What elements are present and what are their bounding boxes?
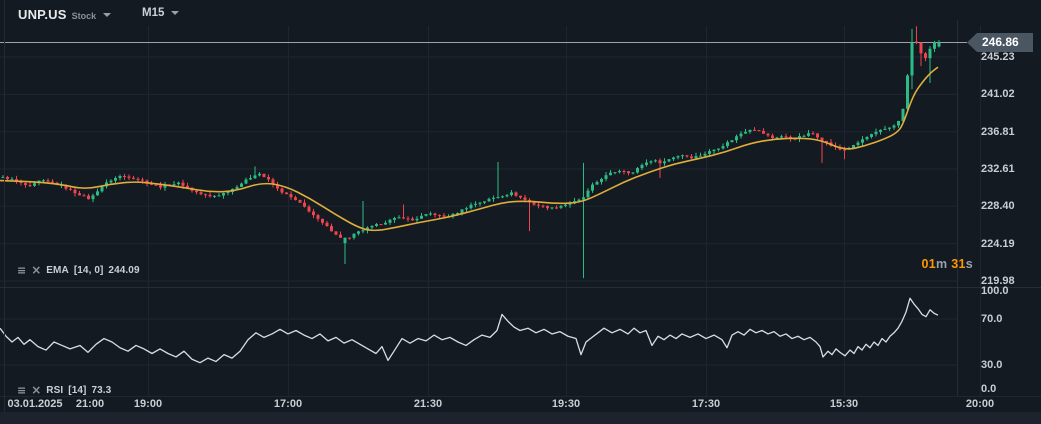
current-price-tag: 246.86 [967, 33, 1033, 52]
rsi-axis-label: 100.0 [981, 285, 1009, 297]
price-axis-label: 236.81 [981, 125, 1015, 138]
candle-countdown: 01m 31s [922, 257, 974, 271]
price-axis-label: 219.98 [981, 274, 1015, 287]
ema-indicator-params: [14, 0] [73, 264, 104, 276]
panel-left-border [4, 0, 5, 412]
indicator-close-icon[interactable]: × [31, 263, 42, 277]
rsi-axis-label: 30.0 [981, 359, 1003, 371]
timeframe-label: M15 [142, 7, 165, 19]
time-axis-label: 20:00 [965, 398, 995, 410]
bottom-toolbar[interactable] [0, 412, 1041, 424]
price-axis-label: 232.61 [981, 162, 1015, 175]
symbol-type-badge: Stock [71, 11, 97, 21]
chevron-down-icon [103, 12, 112, 17]
rsi-axis-label: 0.0 [981, 383, 997, 395]
countdown-seconds: 31 [951, 257, 966, 271]
countdown-seconds-unit: s [965, 257, 973, 271]
rsi-indicator-params: [14] [68, 384, 87, 396]
timeframe-selector[interactable]: M15 [142, 7, 180, 19]
grid-lines [0, 26, 981, 396]
symbol-selector[interactable]: UNP.US Stock [18, 7, 112, 22]
indicator-settings-icon[interactable]: ≡ [17, 383, 27, 397]
countdown-minutes-unit: m [936, 257, 948, 271]
current-price-value: 246.86 [982, 35, 1019, 49]
time-axis-label: 21:00 [75, 398, 105, 410]
indicator-close-icon[interactable]: × [31, 383, 42, 397]
candlestick-series [1, 26, 941, 279]
ema-indicator-name: EMA [46, 264, 69, 276]
indicator-settings-icon[interactable]: ≡ [17, 263, 27, 277]
price-axis-label: 245.23 [981, 51, 1015, 63]
time-axis-label: 19:30 [551, 398, 581, 410]
chevron-down-icon [171, 11, 180, 15]
time-axis-label: 17:00 [273, 398, 303, 410]
countdown-minutes: 01 [921, 257, 937, 271]
rsi-line [0, 297, 939, 364]
price-axis-label: 228.40 [981, 200, 1015, 213]
rsi-axis-label: 70.0 [981, 313, 1003, 325]
rsi-indicator-row: ≡ × RSI [14] 73.3 [17, 384, 111, 396]
time-axis-label: 03.01.2025 [7, 398, 63, 410]
price-axis-label: 224.19 [981, 237, 1015, 250]
rsi-indicator-name: RSI [46, 384, 64, 396]
time-axis-label: 21:30 [413, 398, 443, 410]
time-axis-label: 15:30 [829, 398, 859, 410]
time-axis-label: 19:00 [133, 398, 163, 410]
price-axis-label: 241.02 [981, 88, 1015, 101]
time-axis-label: 17:30 [691, 398, 721, 410]
rsi-indicator-value: 73.3 [91, 384, 112, 396]
ema-indicator-row: ≡ × EMA [14, 0] 244.09 [17, 264, 140, 276]
symbol-name: UNP.US [18, 7, 67, 22]
ema-indicator-value: 244.09 [108, 264, 140, 276]
ema-line [0, 66, 939, 232]
